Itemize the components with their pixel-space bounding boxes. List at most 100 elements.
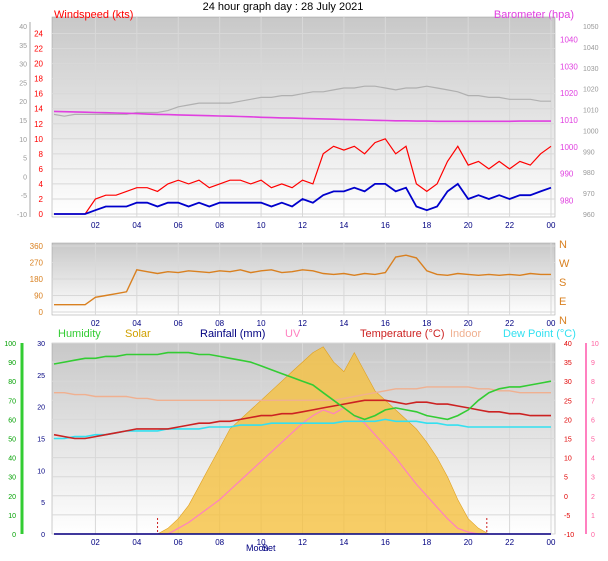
uv-ytick-1: 1 [591, 513, 595, 520]
legend-rainfall: Rainfall (mm) [200, 328, 265, 340]
uv-ytick-2: 2 [591, 494, 595, 501]
dir-xtick-12: 12 [298, 319, 307, 328]
dir-xtick-08: 08 [215, 319, 224, 328]
wind-ytick-12: 12 [34, 120, 43, 129]
wind-ytick-24: 24 [34, 30, 43, 39]
wind-ytick-16: 16 [34, 90, 43, 99]
wind-xtick-10: 10 [257, 221, 266, 230]
temp-xtick-16: 16 [381, 538, 390, 547]
temp-xtick-00: 00 [547, 538, 556, 547]
temp-ytick-15: 15 [564, 437, 572, 444]
hum-ytick-0: 0 [12, 532, 16, 539]
temp-xtick-04: 04 [132, 538, 141, 547]
wind-xtick-20: 20 [464, 221, 473, 230]
temp-xtick-12: 12 [298, 538, 307, 547]
dir-xtick-16: 16 [381, 319, 390, 328]
uv-ytick-5: 5 [591, 437, 595, 444]
outer-ytick-0: 0 [23, 174, 27, 181]
baro-ytick-1030: 1030 [560, 62, 578, 71]
set-label: Set [262, 543, 276, 553]
hum-ytick-20: 20 [8, 494, 16, 501]
wind-xtick-22: 22 [505, 221, 514, 230]
legend-solar: Solar [125, 328, 151, 340]
dewpoint-line [54, 418, 551, 440]
baro-ytick-1040: 1040 [560, 35, 578, 44]
direction-line [54, 254, 551, 306]
temp-xtick-22: 22 [505, 538, 514, 547]
dir-xtick-18: 18 [422, 319, 431, 328]
outer-ytick--10: -10 [17, 212, 27, 219]
baro-alt-ytick-1040: 1040 [583, 45, 599, 52]
dir-xtick-00: 00 [547, 319, 556, 328]
baro-alt-ytick-980: 980 [583, 170, 595, 177]
legend-indoor: Indoor [450, 328, 482, 340]
dir-ytick-360: 360 [30, 242, 44, 251]
uv-ytick-9: 9 [591, 360, 595, 367]
rain-ytick-20: 20 [37, 405, 45, 412]
outer-ytick-40: 40 [19, 24, 27, 31]
dir-ytick-270: 270 [30, 259, 44, 268]
rain-ytick-10: 10 [37, 468, 45, 475]
outer-ytick-5: 5 [23, 156, 27, 163]
temp-ytick-0: 0 [564, 494, 568, 501]
baro-ytick-1010: 1010 [560, 116, 578, 125]
baro-alt-ytick-1020: 1020 [583, 87, 599, 94]
temp-xtick-18: 18 [422, 538, 431, 547]
dir-xtick-10: 10 [257, 319, 266, 328]
legend-humidity: Humidity [58, 328, 101, 340]
chart-title: 24 hour graph day : 28 July 2021 [203, 1, 364, 13]
rain-ytick-30: 30 [37, 341, 45, 348]
hum-ytick-40: 40 [8, 456, 16, 463]
wind-ytick-18: 18 [34, 75, 43, 84]
wind-ytick-4: 4 [39, 180, 44, 189]
legend-windspeed: Windspeed (kts) [54, 9, 133, 21]
dir-xtick-14: 14 [339, 319, 348, 328]
legend-uv: UV [285, 328, 301, 340]
temperature-line [53, 399, 551, 440]
legend-temperature: Temperature (°C) [360, 328, 444, 340]
baro-alt-ytick-1050: 1050 [583, 24, 599, 31]
baro-ytick-980: 980 [560, 197, 574, 206]
wind-ytick-20: 20 [34, 60, 43, 69]
baro-alt-ytick-970: 970 [583, 191, 595, 198]
temp-ytick-40: 40 [564, 341, 572, 348]
barometer-alt-line [53, 85, 551, 117]
baro-alt-ytick-1030: 1030 [583, 66, 599, 73]
compass-label-3: E [559, 296, 566, 308]
dir-xtick-06: 06 [174, 319, 183, 328]
compass-label-0: N [559, 239, 567, 251]
hum-ytick-50: 50 [8, 437, 16, 444]
temp-ytick-25: 25 [564, 398, 572, 405]
series-layer [53, 85, 552, 535]
uv-ytick-3: 3 [591, 475, 595, 482]
rain-ytick-5: 5 [41, 500, 45, 507]
baro-ytick-1020: 1020 [560, 89, 578, 98]
wind-xtick-16: 16 [381, 221, 390, 230]
dir-ytick-90: 90 [34, 292, 43, 301]
wind-xtick-04: 04 [132, 221, 141, 230]
compass-label-4: N [559, 315, 567, 327]
baro-alt-ytick-1000: 1000 [583, 128, 599, 135]
uv-ytick-6: 6 [591, 417, 595, 424]
hum-ytick-100: 100 [4, 341, 16, 348]
windspeed-line [54, 138, 552, 215]
dir-xtick-02: 02 [91, 319, 100, 328]
outer-ytick--5: -5 [21, 193, 27, 200]
compass-label-2: S [559, 277, 566, 289]
uv-ytick-0: 0 [591, 532, 595, 539]
temp-ytick-30: 30 [564, 379, 572, 386]
wind-ytick-22: 22 [34, 45, 43, 54]
wind-ytick-2: 2 [39, 195, 44, 204]
outer-ytick-25: 25 [19, 80, 27, 87]
temp-xtick-08: 08 [215, 538, 224, 547]
tick-layer: 024681012141618202224-10-505101520253035… [4, 22, 599, 547]
hum-ytick-30: 30 [8, 475, 16, 482]
temp-xtick-02: 02 [91, 538, 100, 547]
moon-label: Moon [246, 543, 269, 553]
temp-ytick-10: 10 [564, 456, 572, 463]
temp-xtick-06: 06 [174, 538, 183, 547]
baro-alt-ytick-960: 960 [583, 212, 595, 219]
rain-ytick-0: 0 [41, 532, 45, 539]
wind-plot-area [51, 16, 556, 218]
humidity-line [53, 351, 552, 421]
